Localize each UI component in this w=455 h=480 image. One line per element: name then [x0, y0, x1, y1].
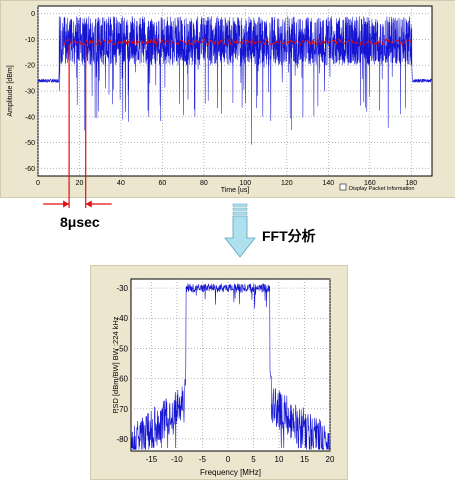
fft-label: FFT分析 [262, 228, 316, 244]
time-xtick-label: 140 [322, 180, 334, 187]
time-xtick-label: 60 [159, 180, 167, 187]
fft-arrow-stripe [232, 203, 248, 207]
psd-xlabel: Frequency [MHz] [200, 468, 261, 477]
psd-ylabel: PSD [dBm/BW] BW :224 kHz [111, 316, 120, 413]
psd-ytick-label: -70 [116, 405, 128, 414]
psd-series [130, 283, 331, 450]
fft-down-arrow [224, 215, 256, 258]
time-xtick-label: 120 [281, 180, 293, 187]
psd-xtick-label: -5 [199, 455, 207, 464]
time-ytick-label: -50 [25, 140, 35, 147]
psd-ytick-label: -50 [116, 344, 128, 353]
time-xtick-label: 160 [364, 180, 376, 187]
time-xtick-label: 0 [36, 180, 40, 187]
fft-arrow-stripe [232, 207, 248, 211]
time-xtick-label: 180 [405, 180, 417, 187]
psd-xtick-label: 0 [226, 455, 231, 464]
annotation-layer [43, 44, 256, 258]
time-xtick-label: 100 [240, 180, 252, 187]
legend-checkbox [339, 183, 347, 191]
time-ytick-label: -10 [25, 37, 35, 44]
psd-xtick-label: 5 [251, 455, 256, 464]
time-domain-chart: 0 20 40 60 80 100 120 140 160 180 0 -10 -20 -30 -40 -50… [7, 5, 433, 194]
duration-arrowhead-right [85, 200, 92, 208]
psd-ytick-label: -60 [116, 375, 128, 384]
psd-ytick-label: -80 [116, 435, 128, 444]
fft-arrow-stripe [232, 211, 248, 215]
time-average-series [62, 37, 412, 47]
time-xlabel: Time [us] [221, 187, 250, 194]
time-xtick-label: 40 [117, 180, 125, 187]
time-xtick-label: 20 [76, 180, 84, 187]
psd-xtick-label: -15 [146, 455, 158, 464]
time-xtick-label: 80 [200, 180, 208, 187]
psd-ytick-label: -30 [116, 284, 128, 293]
psd-xtick-label: 10 [275, 455, 284, 464]
time-ytick-label: 0 [31, 11, 35, 18]
psd-xtick-label: 15 [300, 455, 309, 464]
time-signal-series [37, 16, 433, 145]
psd-xtick-label: 20 [326, 455, 335, 464]
duration-arrowhead-left [63, 200, 70, 208]
psd-xtick-label: -10 [171, 455, 183, 464]
psd-ytick-label: -40 [116, 314, 128, 323]
time-ylabel: Amplitude [dBm] [7, 65, 14, 116]
time-ytick-label: -30 [25, 89, 35, 96]
time-ytick-label: -40 [25, 114, 35, 121]
duration-label: 8μsec [60, 214, 100, 230]
time-ytick-label: -60 [25, 166, 35, 173]
legend-label: Display Packet Information [349, 186, 414, 192]
time-ytick-label: -20 [25, 63, 35, 70]
